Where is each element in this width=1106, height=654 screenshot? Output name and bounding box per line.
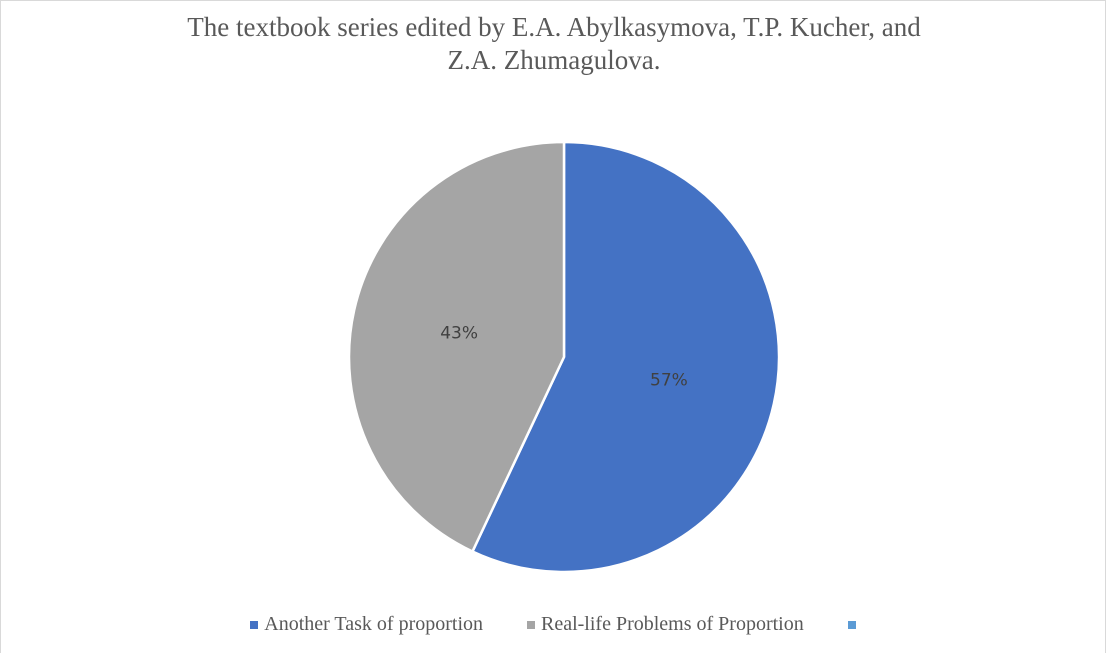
legend-item: Another Task of proportion	[250, 613, 483, 636]
legend-swatch	[250, 620, 259, 629]
legend-item	[847, 613, 856, 636]
legend-swatch	[847, 620, 856, 629]
data-label: 57%	[650, 370, 688, 390]
legend: Another Task of proportion Real-life Prob…	[1, 613, 1105, 636]
legend-item: Real-life Problems of Proportion	[527, 613, 804, 636]
legend-swatch	[527, 620, 535, 629]
pie-area: 57% 43%	[347, 140, 781, 574]
pie-slice	[470, 140, 781, 574]
legend-label: Real-life Problems of Proportion	[541, 613, 804, 635]
legend-label: Another Task of proportion	[264, 613, 483, 635]
chart-title: The textbook series edited by E.A. Abylk…	[187, 12, 921, 75]
data-label: 43%	[440, 324, 478, 344]
pie-slice	[347, 140, 566, 554]
